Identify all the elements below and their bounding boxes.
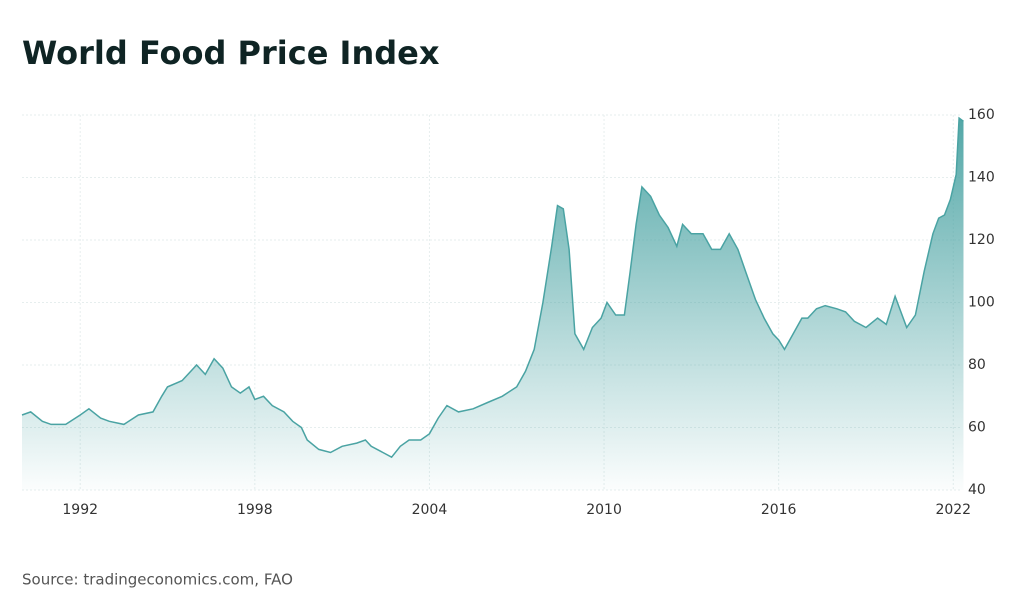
source: Source: tradingeconomics.com, FAO bbox=[22, 571, 293, 589]
y-tick-label: 160 bbox=[968, 107, 995, 123]
x-tick-label: 2022 bbox=[935, 502, 971, 518]
x-tick-label: 2004 bbox=[412, 502, 448, 518]
y-tick-label: 40 bbox=[968, 482, 986, 498]
y-tick-label: 80 bbox=[968, 357, 986, 373]
area-fill bbox=[22, 118, 964, 490]
y-tick-label: 100 bbox=[968, 295, 995, 311]
x-tick-label: 1998 bbox=[237, 502, 273, 518]
y-tick-label: 60 bbox=[968, 420, 986, 436]
y-tick-label: 120 bbox=[968, 232, 995, 248]
x-tick-label: 2010 bbox=[586, 502, 622, 518]
y-tick-label: 140 bbox=[968, 170, 995, 186]
x-tick-label: 1992 bbox=[62, 502, 98, 518]
chart-title: World Food Price Index bbox=[22, 34, 440, 72]
x-tick-label: 2016 bbox=[761, 502, 797, 518]
area-line bbox=[21, 116, 964, 459]
